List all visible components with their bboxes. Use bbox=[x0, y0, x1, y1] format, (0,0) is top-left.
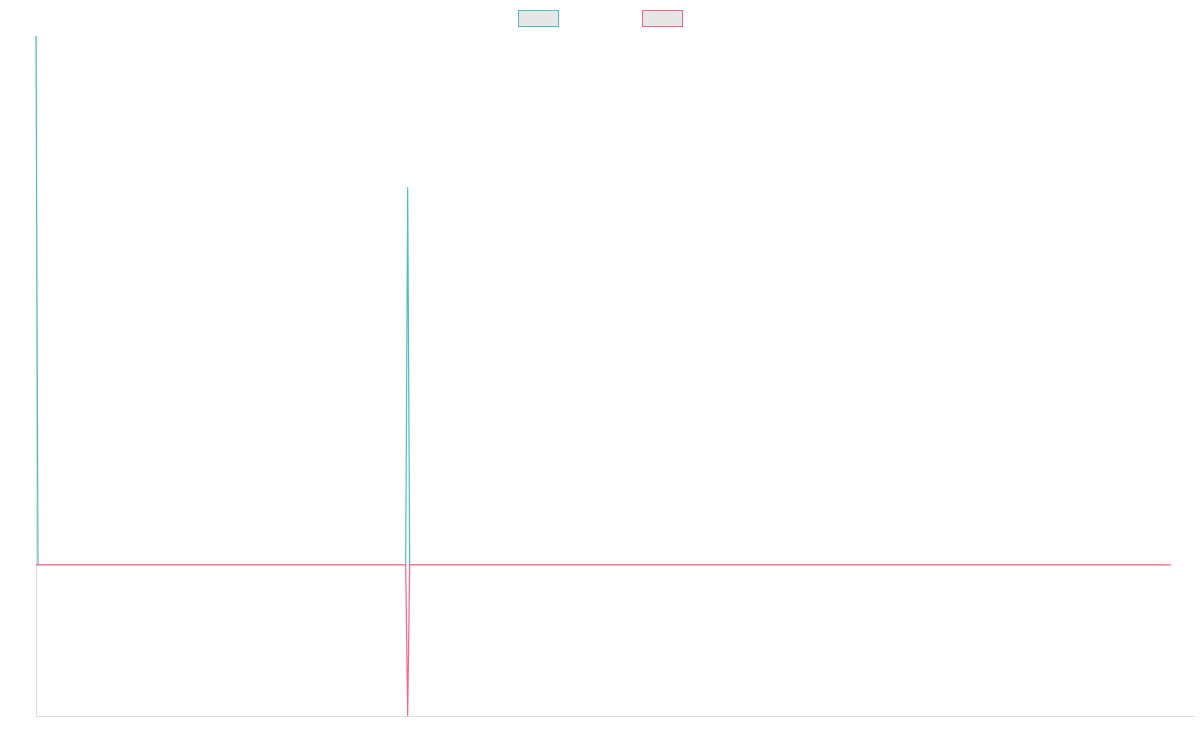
chart-series bbox=[35, 35, 1172, 717]
series-line-1 bbox=[35, 35, 1164, 566]
chart-axes bbox=[36, 36, 1195, 717]
series-line-2 bbox=[36, 564, 1172, 717]
legend-item-1[interactable] bbox=[518, 10, 559, 27]
chart-legend bbox=[518, 10, 683, 27]
legend-swatch-1 bbox=[518, 10, 559, 27]
legend-item-2[interactable] bbox=[642, 10, 683, 27]
legend-swatch-2 bbox=[642, 10, 683, 27]
